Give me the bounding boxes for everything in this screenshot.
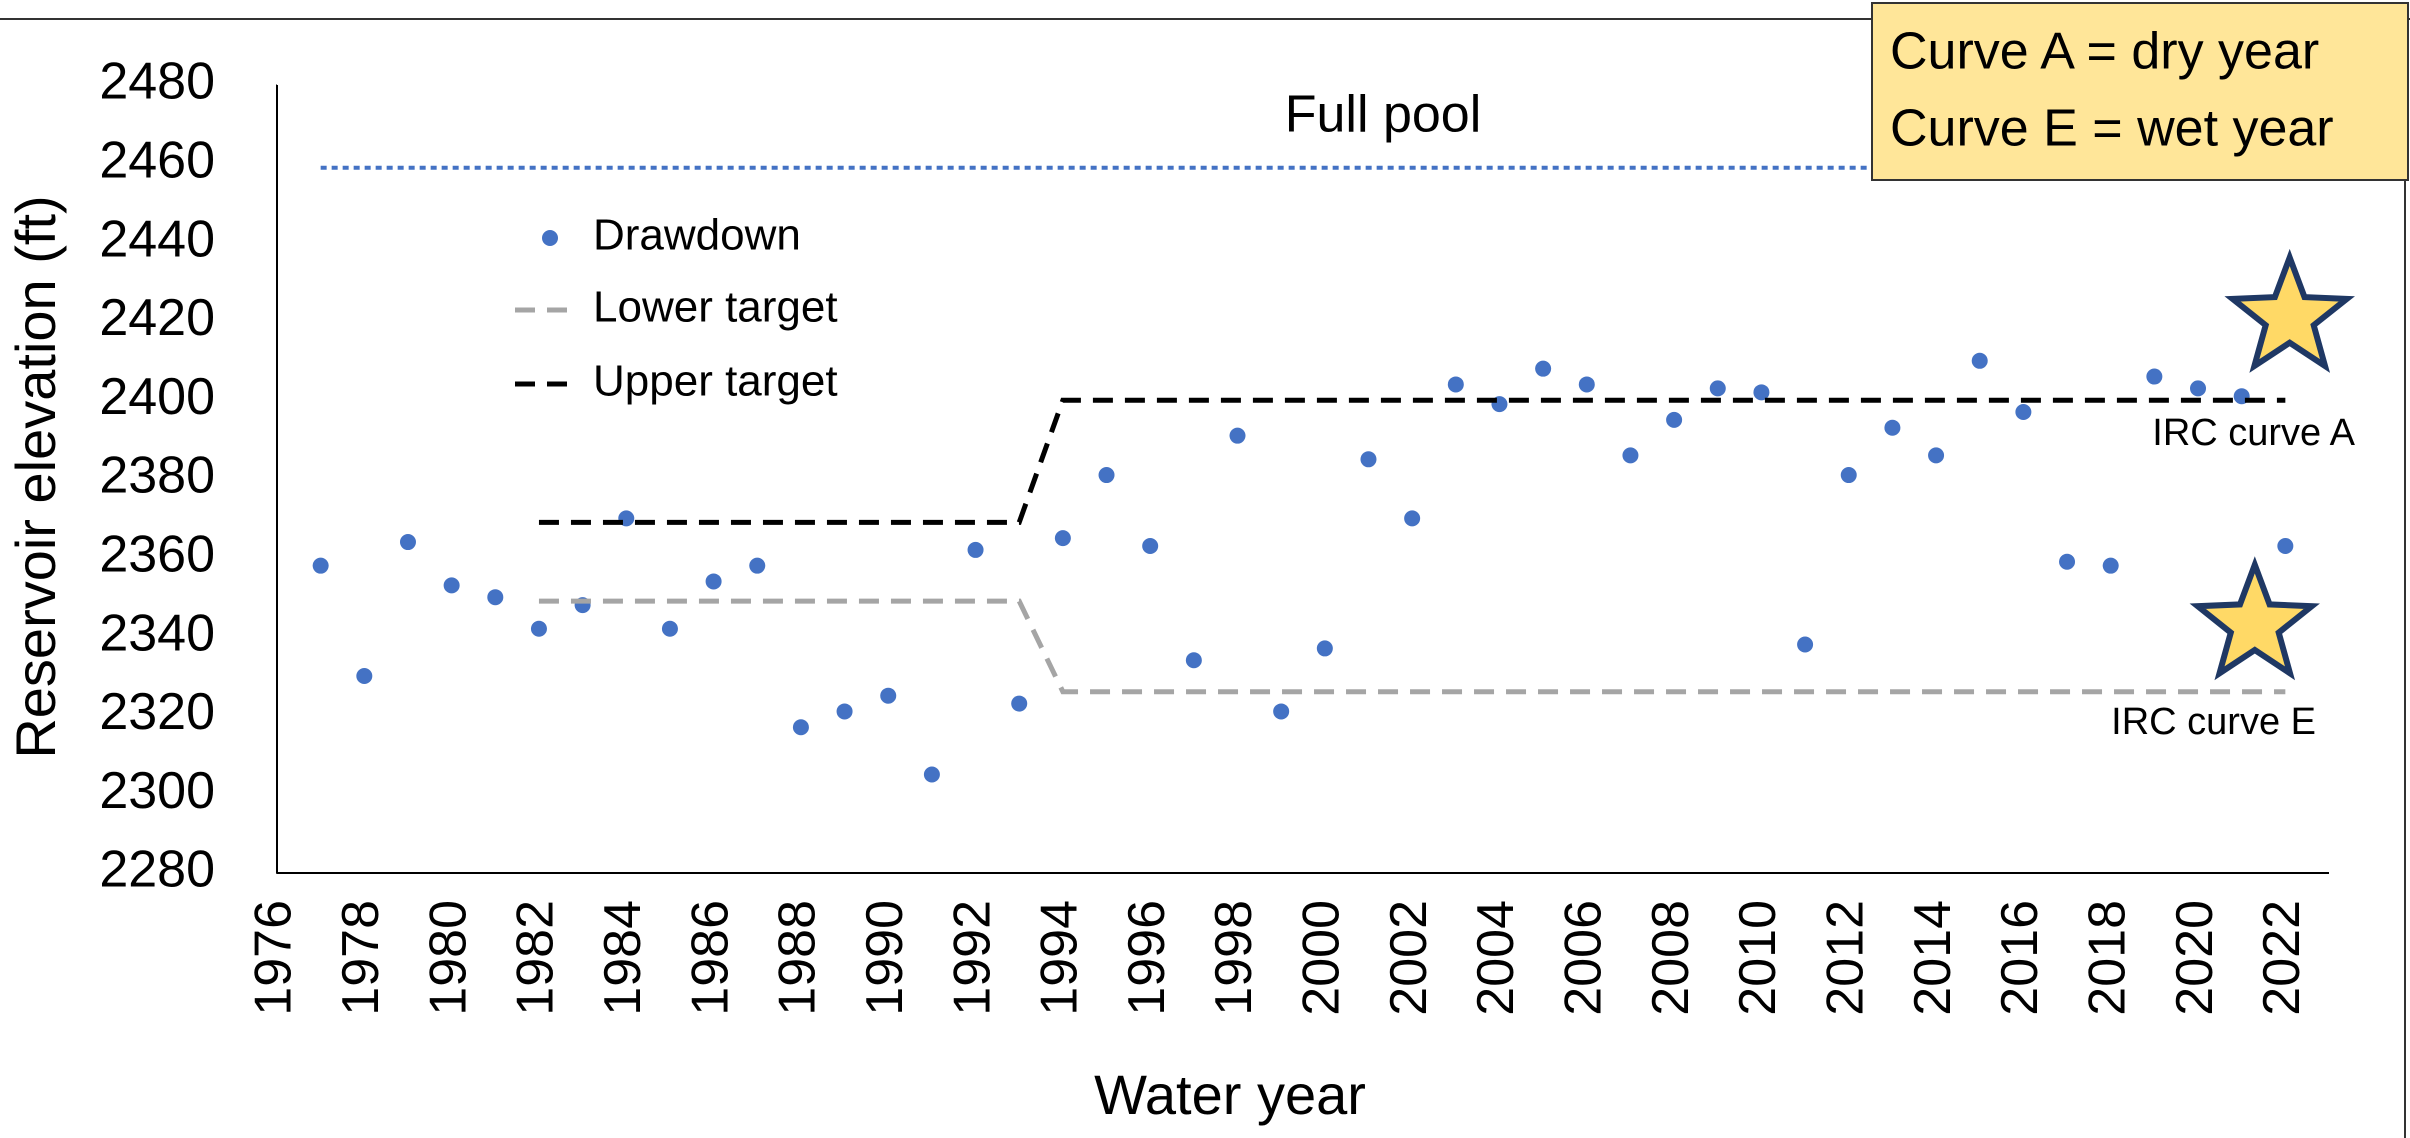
x-tick-label: 2022: [2253, 900, 2311, 1016]
x-tick-label: 2020: [2166, 900, 2224, 1016]
x-tick-label: 1988: [769, 900, 827, 1016]
x-tick-label: 2014: [1904, 900, 1962, 1016]
y-tick-label: 2340: [99, 604, 215, 662]
drawdown-point: [1797, 636, 1814, 653]
drawdown-point: [1622, 447, 1639, 464]
drawdown-point: [399, 534, 416, 551]
legend-label: Lower target: [593, 283, 838, 332]
drawdown-point: [1316, 640, 1333, 657]
y-axis-title: Reservoir elevation (ft): [4, 195, 67, 758]
x-tick-label: 2002: [1380, 900, 1438, 1016]
x-tick-label: 1978: [332, 900, 390, 1016]
drawdown-point: [749, 557, 766, 574]
drawdown-point: [1447, 376, 1464, 393]
target-line: [538, 397, 2286, 525]
full-pool-label: Full pool: [1285, 86, 1482, 144]
drawdown-point: [2277, 537, 2294, 554]
x-tick-label: 1980: [419, 900, 477, 1016]
drawdown-point: [1098, 467, 1115, 484]
drawdown-point: [1666, 411, 1683, 428]
drawdown-point: [1971, 352, 1988, 369]
drawdown-point: [2015, 404, 2032, 421]
drawdown-point: [1229, 427, 1246, 444]
drawdown-point: [487, 589, 504, 606]
x-tick-label: 1990: [856, 900, 914, 1016]
x-tick-label: 1994: [1031, 900, 1089, 1016]
drawdown-point: [356, 668, 373, 684]
legend-label: Drawdown: [593, 211, 801, 260]
x-tick-label: 2016: [1991, 900, 2049, 1016]
note-text: Curve E = wet year: [1890, 100, 2334, 158]
y-tick-label: 2300: [99, 762, 215, 820]
drawdown-point: [661, 620, 678, 637]
drawdown-point: [1404, 510, 1421, 527]
legend-label: Upper target: [593, 357, 838, 406]
drawdown-point: [923, 766, 940, 783]
note-text: Curve A = dry year: [1890, 23, 2319, 81]
drawdown-point: [312, 557, 329, 574]
x-tick-label: 1996: [1118, 900, 1176, 1016]
y-tick-label: 2320: [99, 683, 215, 741]
note-box: [1871, 2, 2409, 181]
drawdown-point: [1011, 695, 1028, 712]
y-tick-label: 2480: [99, 53, 215, 111]
drawdown-point: [1054, 530, 1071, 547]
drawdown-point: [1709, 380, 1726, 397]
y-tick-label: 2420: [99, 289, 215, 347]
drawdown-point: [1884, 419, 1901, 436]
drawdown-point: [1273, 703, 1290, 720]
drawdown-point: [792, 719, 809, 736]
y-tick-label: 2440: [99, 210, 215, 268]
drawdown-point: [2146, 368, 2163, 385]
y-tick-label: 2360: [99, 526, 215, 584]
x-tick-label: 2004: [1467, 900, 1525, 1016]
drawdown-point: [2059, 553, 2076, 570]
drawdown-point: [1535, 360, 1552, 377]
drawdown-point: [1578, 376, 1595, 393]
target-line: [538, 598, 2286, 695]
drawdown-point: [1840, 467, 1857, 484]
drawdown-point: [1142, 537, 1159, 554]
irc-star: [2224, 248, 2355, 373]
y-tick-label: 2280: [99, 841, 215, 899]
drawdown-point: [1360, 451, 1377, 468]
x-tick-label: 2012: [1816, 900, 1874, 1016]
drawdown-point: [2102, 557, 2119, 574]
x-axis-title: Water year: [1094, 1063, 1366, 1126]
drawdown-point: [530, 620, 547, 637]
drawdown-point: [1928, 447, 1945, 464]
drawdown-point: [836, 703, 853, 720]
x-tick-label: 1992: [943, 900, 1001, 1016]
x-tick-label: 1998: [1205, 900, 1263, 1016]
y-tick-label: 2380: [99, 447, 215, 505]
x-tick-label: 1982: [507, 900, 565, 1016]
x-tick-label: 1976: [245, 900, 303, 1016]
drawdown-point: [2190, 380, 2207, 397]
drawdown-point: [1185, 652, 1202, 669]
drawdown-point: [1753, 384, 1770, 401]
x-tick-label: 1986: [681, 900, 739, 1016]
drawdown-point: [967, 541, 984, 558]
legend-marker: [542, 230, 558, 246]
x-tick-label: 2006: [1555, 900, 1613, 1016]
irc-star: [2189, 556, 2320, 681]
x-tick-label: 2010: [1729, 900, 1787, 1016]
irc-label: IRC curve E: [2111, 701, 2316, 743]
x-tick-label: 2018: [2078, 900, 2136, 1016]
irc-label: IRC curve A: [2152, 412, 2355, 454]
x-tick-label: 2000: [1293, 900, 1351, 1016]
x-tick-label: 2008: [1642, 900, 1700, 1016]
y-tick-label: 2400: [99, 368, 215, 426]
y-tick-label: 2460: [99, 132, 215, 190]
drawdown-point: [443, 577, 460, 594]
drawdown-point: [880, 687, 897, 704]
x-tick-label: 1984: [594, 900, 652, 1016]
drawdown-point: [705, 573, 722, 590]
